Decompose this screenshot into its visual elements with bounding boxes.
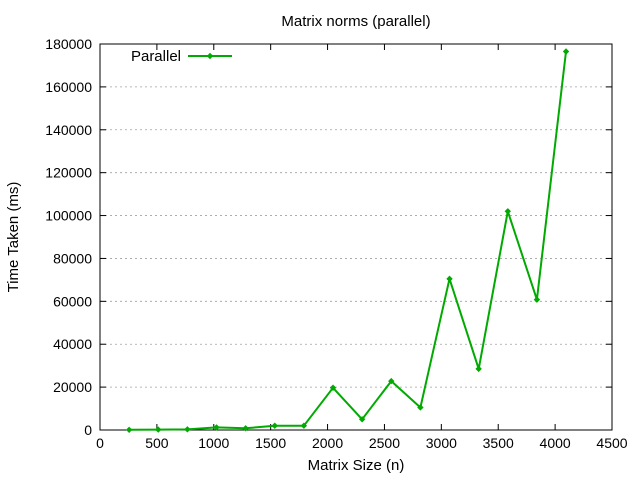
x-tick-label: 4500 xyxy=(596,435,627,451)
legend-label-parallel: Parallel xyxy=(131,48,181,65)
legend-marker-parallel xyxy=(206,52,214,60)
x-tick-label: 0 xyxy=(96,435,104,451)
data-point xyxy=(184,426,191,433)
x-tick-label: 1500 xyxy=(255,435,286,451)
y-tick-label: 120000 xyxy=(45,165,92,181)
x-tick-label: 2500 xyxy=(369,435,400,451)
data-point xyxy=(533,296,541,303)
y-tick-label: 140000 xyxy=(45,122,92,138)
data-point xyxy=(388,377,395,385)
data-point xyxy=(125,426,133,433)
x-tick-label: 3000 xyxy=(426,435,457,451)
series-group xyxy=(125,48,570,433)
data-point xyxy=(271,422,278,429)
y-tick-label: 160000 xyxy=(45,79,92,95)
data-point xyxy=(329,384,337,391)
y-tick-label: 180000 xyxy=(45,36,92,52)
grid-lines xyxy=(100,86,612,388)
data-point xyxy=(417,404,424,411)
y-tick-label: 0 xyxy=(84,422,92,438)
data-point xyxy=(242,425,249,432)
y-tick-label: 20000 xyxy=(53,379,92,395)
data-point xyxy=(562,48,570,55)
x-tick-label: 1000 xyxy=(198,435,229,451)
data-point xyxy=(504,208,511,215)
data-point xyxy=(446,275,453,283)
data-point xyxy=(300,422,308,429)
y-tick-label: 80000 xyxy=(53,250,92,266)
data-point xyxy=(475,365,482,373)
data-point xyxy=(155,426,162,433)
y-tick-label: 100000 xyxy=(45,208,92,224)
data-point xyxy=(213,424,220,431)
y-tick-label: 60000 xyxy=(53,293,92,309)
data-point xyxy=(358,416,366,423)
series-line-parallel xyxy=(129,51,567,431)
x-tick-label: 2000 xyxy=(312,435,343,451)
x-tick-label: 500 xyxy=(145,435,169,451)
axis-ticks: 0200004000060000800001000001200001400001… xyxy=(45,36,627,451)
chart-title: Matrix norms (parallel) xyxy=(281,13,430,30)
y-axis-title: Time Taken (ms) xyxy=(5,182,22,293)
x-axis-title: Matrix Size (n) xyxy=(308,457,405,474)
y-tick-label: 40000 xyxy=(53,336,92,352)
x-tick-label: 3500 xyxy=(483,435,514,451)
legend: Parallel xyxy=(131,48,232,65)
x-tick-label: 4000 xyxy=(540,435,571,451)
plot-area-border xyxy=(99,43,613,431)
